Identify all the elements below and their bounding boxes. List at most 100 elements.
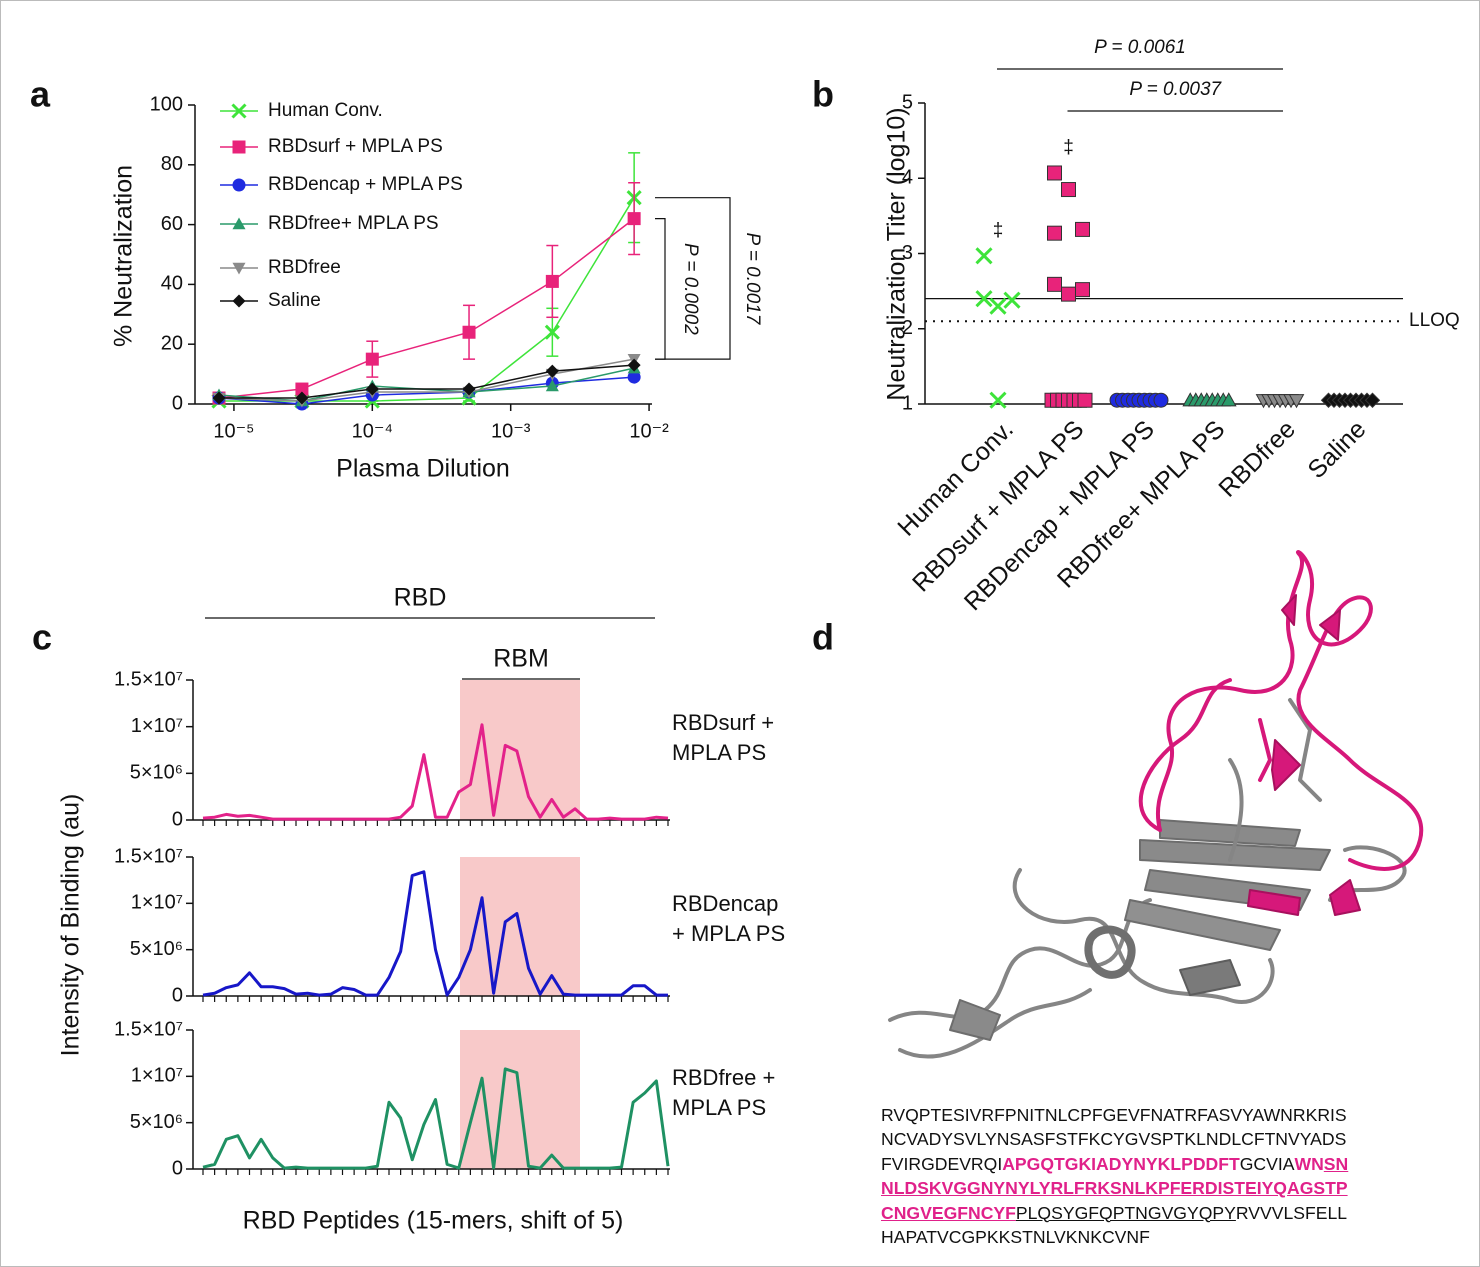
y-axis-title: Intensity of Binding (au) <box>57 794 85 1057</box>
legend-marker <box>232 217 246 230</box>
sequence-line: FVIRGDEVRQIAPGQTGKIADYNYKLPDDFTGCVIAWNSN <box>881 1152 1348 1176</box>
reference-label: LLOQ <box>1409 310 1460 331</box>
y-tick-label: 1 <box>902 392 913 414</box>
sequence-line: CNGVEGFNCYFPLQSYGFQPTNGVGYQPYRVVVLSFELL <box>881 1201 1348 1225</box>
x-tick-label: 10⁻³ <box>491 420 531 442</box>
sequence-segment: PLQSYGFQPTNGVGYQPY <box>1015 1202 1236 1223</box>
span-label: RBM <box>493 645 549 673</box>
marker <box>989 391 1007 409</box>
series-line <box>202 1067 670 1170</box>
marker <box>627 370 641 384</box>
marker <box>295 382 309 396</box>
y-tick-label: 5×10⁶ <box>130 938 183 960</box>
legend-label: RBDfree <box>268 257 341 278</box>
legend-label: RBDfree+ MPLA PS <box>268 213 439 234</box>
x-tick-label: 10⁻⁵ <box>213 420 254 442</box>
panel-letter: c <box>32 617 52 658</box>
legend-marker <box>232 140 246 154</box>
sequence-line: HAPATVCGPKKSTNLVKNKCVNF <box>881 1225 1348 1249</box>
sequence-line: NCVADYSVLYNSASFSTFKCYGVSPTKLNDLCFTNVYADS <box>881 1127 1348 1151</box>
legend-marker <box>232 294 246 308</box>
y-tick-label: 4 <box>902 167 913 189</box>
marker <box>1220 392 1237 407</box>
marker <box>1364 392 1381 408</box>
p-value: P = 0.0017 <box>742 233 763 326</box>
y-tick-label: 1×10⁷ <box>131 892 183 914</box>
legend-label: Saline <box>268 290 321 311</box>
marker <box>1003 291 1021 309</box>
marker <box>462 382 476 396</box>
bracket <box>655 197 731 360</box>
x-tick-label: 10⁻⁴ <box>352 420 393 442</box>
series-label: RBDencap + MPLA PS <box>672 891 786 946</box>
x-tick-label: 10⁻² <box>629 420 669 442</box>
legend-label: RBDsurf + MPLA PS <box>268 136 443 157</box>
marker <box>544 324 560 340</box>
marker <box>1047 276 1062 292</box>
panel-letter: d <box>812 617 834 658</box>
y-tick-label: 80 <box>161 153 183 175</box>
marker <box>975 290 993 308</box>
sequence-segment: GCVIA <box>1239 1153 1295 1174</box>
y-tick-label: 1×10⁷ <box>131 1065 183 1087</box>
y-tick-label: 20 <box>161 332 183 354</box>
p-value: P = 0.0002 <box>680 243 701 335</box>
sequence-line: NLDSKVGGNYNYLYRLFRKSNLKPFERDISTEIYQAGSTP <box>881 1176 1348 1200</box>
legend-marker <box>232 262 246 275</box>
marker <box>545 274 559 288</box>
sequence-segment: WN <box>1294 1153 1324 1174</box>
marker <box>545 379 559 392</box>
y-tick-label: 2 <box>902 317 913 339</box>
y-tick-label: 3 <box>902 242 913 264</box>
series-line <box>218 364 635 399</box>
y-tick-label: 5×10⁶ <box>130 762 183 784</box>
y-axis-title: Neutralization Titer (log10) <box>883 107 911 400</box>
marker <box>365 382 379 396</box>
sequence-segment: HAPATVCGPKKSTNLVKNKCVNF <box>881 1227 1150 1248</box>
y-axis-title: % Neutralization <box>110 165 138 347</box>
sequence-segment: NCVADYSVLYNSASFSTFKCYGVSPTKLNDLCFTNVYADS <box>881 1129 1347 1150</box>
y-tick-label: 40 <box>161 273 183 295</box>
sequence-segment: CNGVEGFNCYF <box>881 1202 1016 1223</box>
marker <box>1047 225 1062 241</box>
sequence-segment: RVQPTESIVRFPNITNLCPFGEVFNATRFASVYAWNRKRI… <box>881 1105 1347 1125</box>
legend-marker <box>231 103 247 119</box>
marker <box>212 391 226 405</box>
marker <box>1288 394 1305 409</box>
series-line <box>202 723 669 821</box>
y-tick-label: 5×10⁶ <box>130 1111 183 1133</box>
marker <box>1075 221 1090 237</box>
y-tick-label: 1×10⁷ <box>131 715 183 737</box>
span-label: RBD <box>394 584 447 612</box>
marker <box>1075 282 1090 298</box>
marker <box>1047 165 1062 181</box>
legend-label: Human Conv. <box>268 100 383 121</box>
marker <box>545 364 559 378</box>
series-label: RBDsurf + MPLA PS <box>672 710 775 765</box>
y-tick-label: 0 <box>172 392 183 414</box>
y-tick-label: 0 <box>172 984 183 1006</box>
series-label: RBDfree + MPLA PS <box>672 1065 776 1120</box>
marker <box>1061 286 1076 302</box>
dagger: ‡ <box>993 220 1004 241</box>
y-tick-label: 0 <box>172 808 183 830</box>
series-line <box>218 376 635 405</box>
y-tick-label: 5 <box>902 91 913 113</box>
sequence-segment: NLDSKVGGNYNYLYRLFRKSNLKPFERDISTEIYQAGSTP <box>881 1178 1348 1199</box>
marker <box>295 391 309 405</box>
marker <box>975 247 993 265</box>
p-value: P = 0.0061 <box>1094 37 1186 58</box>
sequence-line: RVQPTESIVRFPNITNLCPFGEVFNATRFASVYAWNRKRI… <box>881 1103 1348 1127</box>
y-tick-label: 100 <box>150 93 183 115</box>
series-line <box>202 870 668 997</box>
marker <box>365 352 379 366</box>
sequence-segment: APGQTGKIADYNYKLPDDFT <box>1002 1153 1240 1174</box>
marker <box>989 297 1007 315</box>
sequence-segment: RVVVLSFELL <box>1235 1202 1348 1223</box>
sequence: RVQPTESIVRFPNITNLCPFGEVFNATRFASVYAWNRKRI… <box>881 1103 1348 1249</box>
dagger: ‡ <box>1063 137 1074 158</box>
sequence-segment: FVIRGDEVRQI <box>881 1153 1003 1174</box>
